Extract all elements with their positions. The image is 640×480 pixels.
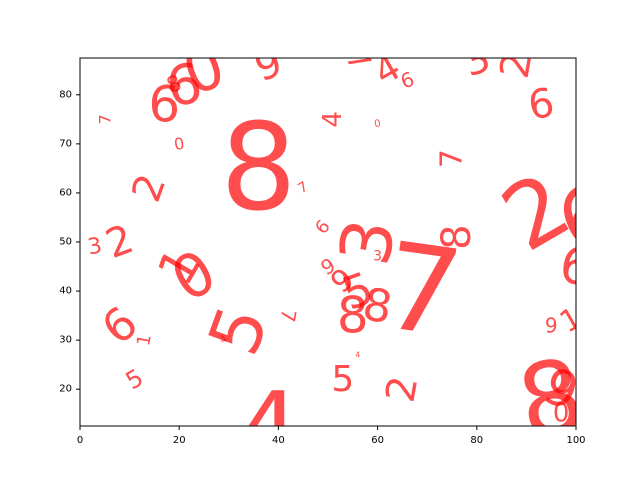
y-tick-label: 50 bbox=[59, 237, 72, 248]
digit-marker-0: 8 bbox=[220, 99, 296, 238]
x-tick-label: 0 bbox=[77, 435, 83, 446]
digit-marker-38: 4 bbox=[355, 350, 360, 359]
digit-marker-20: 0 bbox=[173, 134, 186, 154]
digit-marker-25: 8 bbox=[434, 224, 480, 249]
digit-marker-36: 5 bbox=[331, 359, 354, 400]
digit-marker-23: 0 bbox=[374, 118, 382, 130]
x-tick-label: 100 bbox=[566, 435, 585, 446]
digit-marker-15: 3 bbox=[86, 233, 104, 260]
digit-marker-9: 6 bbox=[148, 76, 180, 134]
digit-marker-44: 2 bbox=[492, 49, 542, 82]
digit-marker-50: 9 bbox=[573, 62, 598, 108]
digit-marker-42: 0 bbox=[553, 399, 570, 429]
x-tick-label: 60 bbox=[371, 435, 384, 446]
digit-marker-17: 1 bbox=[133, 333, 156, 348]
x-axis: 0 20 40 60 80 100 bbox=[77, 426, 586, 446]
x-tick-label: 20 bbox=[173, 435, 186, 446]
digit-marker-33: 3 bbox=[373, 249, 382, 265]
y-tick-label: 80 bbox=[59, 89, 72, 100]
y-tick-label: 40 bbox=[59, 286, 72, 297]
digit-marker-24: 7 bbox=[435, 149, 470, 168]
digit-marker-6: 4 bbox=[237, 370, 301, 480]
digit-marker-34: 7 bbox=[275, 307, 301, 324]
digit-marker-39: 9 bbox=[545, 313, 558, 337]
x-tick-label: 80 bbox=[470, 435, 483, 446]
digit-marker-5: 8 bbox=[510, 336, 593, 462]
y-axis: 20 30 40 50 60 70 80 bbox=[59, 89, 80, 395]
y-tick-label: 20 bbox=[59, 384, 72, 395]
y-tick-label: 70 bbox=[59, 138, 72, 149]
digit-marker-35: 4 bbox=[218, 334, 229, 347]
digit-marker-28: 8 bbox=[337, 287, 369, 345]
plot-area bbox=[80, 58, 576, 426]
digit-marker-19: 7 bbox=[95, 114, 114, 124]
y-tick-label: 60 bbox=[59, 187, 72, 198]
y-tick-label: 30 bbox=[59, 335, 72, 346]
digit-marker-22: 4 bbox=[318, 111, 348, 128]
x-tick-label: 40 bbox=[272, 435, 285, 446]
